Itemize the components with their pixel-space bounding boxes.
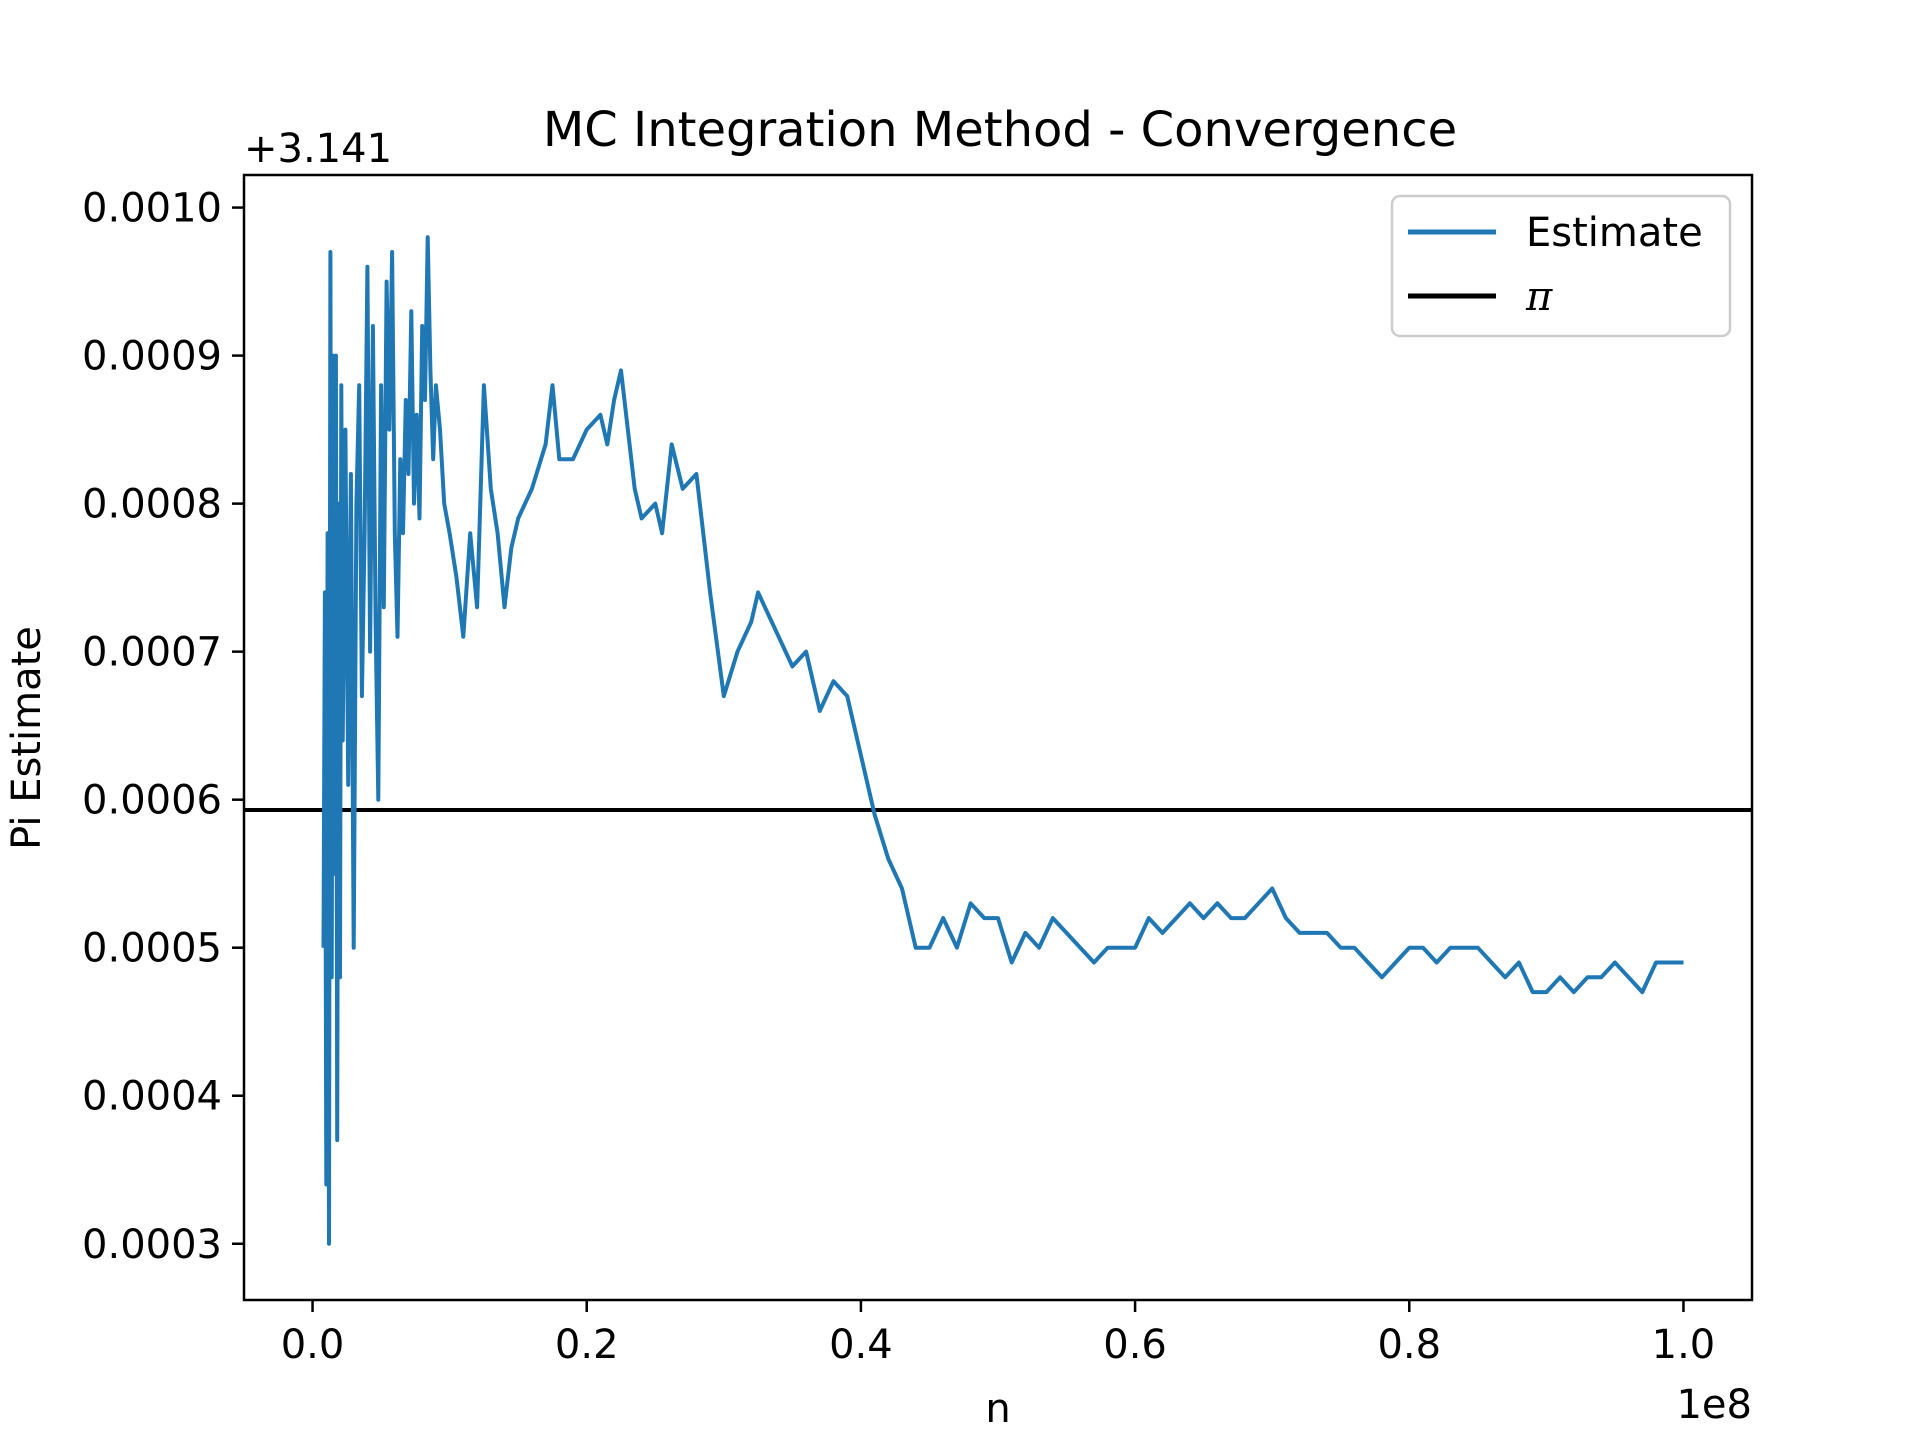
y-tick-label: 0.0009 xyxy=(82,334,222,380)
x-multiplier-label: 1e8 xyxy=(1676,1382,1752,1428)
y-tick-label: 0.0003 xyxy=(82,1222,222,1268)
x-tick-label: 0.4 xyxy=(829,1322,893,1368)
x-axis-label: n xyxy=(985,1386,1010,1432)
legend-label-estimate: Estimate xyxy=(1526,210,1703,256)
y-axis-ticks: 0.0003 0.0004 0.0005 0.0006 0.0007 0.0008 0.00… xyxy=(82,186,244,1268)
y-offset-label: +3.141 xyxy=(244,126,392,172)
x-tick-label: 0.6 xyxy=(1103,1322,1167,1368)
y-tick-label: 0.0005 xyxy=(82,926,222,972)
y-tick-label: 0.0008 xyxy=(82,482,222,528)
y-tick-label: 0.0007 xyxy=(82,630,222,676)
legend-label-pi: π xyxy=(1525,274,1553,320)
y-tick-label: 0.0004 xyxy=(82,1074,222,1120)
x-tick-label: 0.8 xyxy=(1377,1322,1441,1368)
legend: Estimate π xyxy=(1390,194,1732,338)
y-tick-label: 0.0006 xyxy=(82,778,222,824)
x-tick-label: 1.0 xyxy=(1652,1322,1716,1368)
x-tick-label: 0.0 xyxy=(281,1322,345,1368)
chart-title: MC Integration Method - Convergence xyxy=(543,102,1457,158)
x-axis-ticks: 0.0 0.2 0.4 0.6 0.8 1.0 xyxy=(281,1300,1716,1368)
y-axis-label: Pi Estimate xyxy=(4,626,50,850)
estimate-series-line xyxy=(321,235,1684,1246)
y-tick-label: 0.0010 xyxy=(82,186,222,232)
plot-frame xyxy=(242,173,1754,1302)
x-tick-label: 0.2 xyxy=(555,1322,619,1368)
